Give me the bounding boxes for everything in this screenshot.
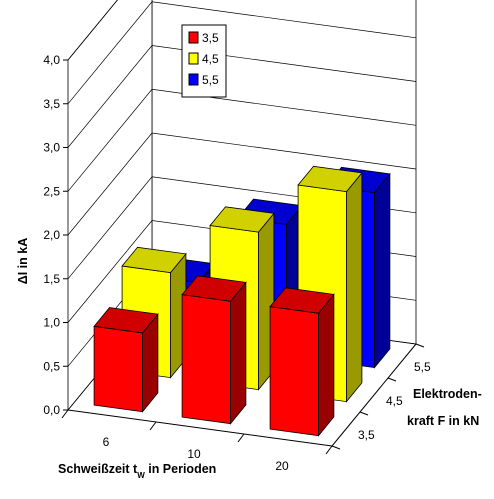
axis-ticks: 0,0 0,5 1,0 1,5 2,0 2,5 3,0 3,5 4,0 6 10 20 3,5 4,5 5,… bbox=[43, 53, 431, 473]
chart-bars bbox=[93, 165, 391, 437]
x-tick-label: 6 bbox=[103, 435, 110, 449]
y-tick-label: 0,5 bbox=[43, 359, 60, 373]
bar bbox=[269, 287, 335, 437]
y-tick-label: 1,5 bbox=[43, 272, 60, 286]
y-tick-label: 2,0 bbox=[43, 228, 60, 242]
legend-swatch bbox=[188, 31, 199, 44]
bar bbox=[181, 275, 247, 425]
x-tick-label: 20 bbox=[275, 459, 289, 473]
legend-swatch bbox=[188, 52, 199, 65]
depth-axis-label-line2: kraft F in kN bbox=[407, 414, 479, 428]
x-tick-mark bbox=[237, 433, 245, 443]
gridline bbox=[67, 1, 417, 105]
y-tick-label: 2,5 bbox=[43, 184, 60, 198]
y-tick-label: 3,5 bbox=[43, 97, 60, 111]
depth-axis-line bbox=[331, 343, 417, 447]
depth-tick-mark bbox=[359, 411, 369, 416]
x-axis-line bbox=[67, 409, 333, 447]
legend-swatch bbox=[188, 73, 199, 86]
y-tick-label: 3,0 bbox=[43, 141, 60, 155]
gridline bbox=[67, 45, 417, 148]
x-tick-mark bbox=[61, 409, 69, 419]
x-axis-label: Schweißzeit tW in Perioden bbox=[58, 462, 216, 480]
depth-tick-mark bbox=[331, 445, 341, 450]
depth-tick-mark bbox=[415, 343, 425, 348]
depth-axis-label-line1: Elektroden- bbox=[413, 387, 482, 401]
legend-label: 5,5 bbox=[202, 73, 219, 87]
gridline bbox=[67, 132, 417, 236]
legend-label: 4,5 bbox=[202, 52, 219, 66]
legend-label: 3,5 bbox=[202, 31, 219, 45]
x-tick-mark bbox=[325, 445, 333, 455]
y-tick-label: 4,0 bbox=[43, 53, 60, 67]
depth-tick-label: 5,5 bbox=[414, 360, 431, 374]
y-tick-label: 1,0 bbox=[43, 316, 60, 330]
y-axis-label: ΔI in kA bbox=[16, 238, 30, 285]
x-tick-mark bbox=[149, 421, 157, 431]
bar bbox=[93, 307, 159, 413]
depth-tick-mark bbox=[387, 377, 397, 382]
y-tick-label: 0,0 bbox=[43, 403, 60, 417]
gridline bbox=[67, 88, 417, 192]
depth-tick-label: 3,5 bbox=[358, 428, 375, 442]
legend: 3,5 4,5 5,5 bbox=[181, 24, 227, 98]
gridline bbox=[67, 0, 118, 61]
x-tick-label: 10 bbox=[187, 447, 201, 461]
depth-tick-label: 4,5 bbox=[386, 394, 403, 408]
